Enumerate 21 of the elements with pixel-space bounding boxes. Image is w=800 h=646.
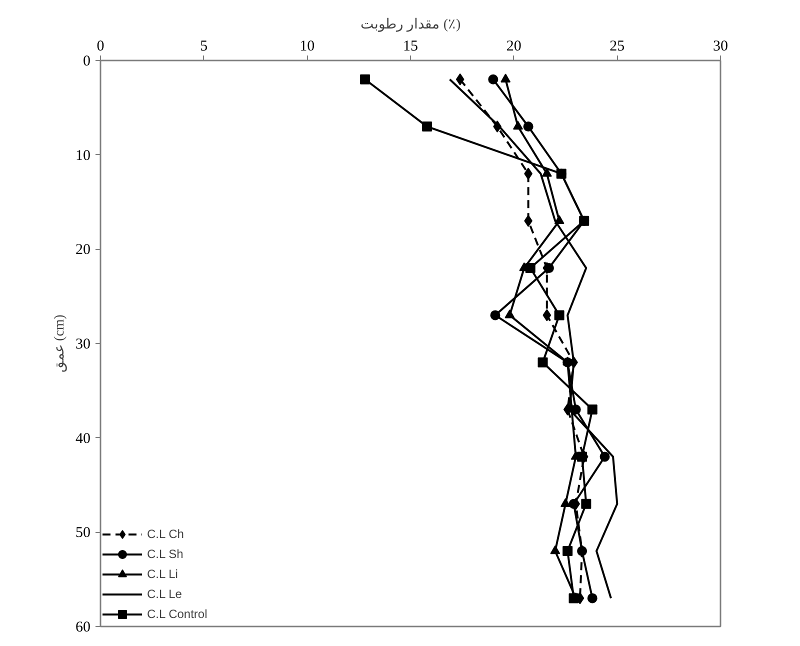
- x-tick-label: 30: [713, 38, 728, 54]
- x-axis-title: مقدار رطوبت (٪): [360, 18, 461, 32]
- x-tick-label: 10: [300, 38, 315, 54]
- y-tick-label: 40: [76, 430, 90, 447]
- x-tick-label: 0: [96, 38, 104, 54]
- x-tick-label: 25: [610, 38, 625, 54]
- legend-label: C.L Sh: [147, 547, 184, 561]
- legend-label: C.L Ch: [147, 527, 184, 541]
- y-tick-label: 20: [76, 242, 90, 258]
- x-tick-label: 15: [403, 38, 418, 54]
- y-tick-label: 60: [76, 620, 90, 636]
- legend-label: C.L Control: [147, 607, 208, 621]
- legend-label: C.L Li: [147, 567, 178, 581]
- y-tick-label: 0: [83, 54, 90, 70]
- y-tick-label: 50: [76, 525, 90, 542]
- y-axis-title: عمق (cm): [52, 314, 68, 372]
- x-tick-label: 20: [506, 38, 522, 54]
- legend-label: C.L Le: [147, 587, 182, 601]
- y-tick-label: 10: [76, 148, 90, 164]
- x-tick-label: 5: [200, 38, 208, 54]
- y-tick-label: 30: [76, 336, 90, 352]
